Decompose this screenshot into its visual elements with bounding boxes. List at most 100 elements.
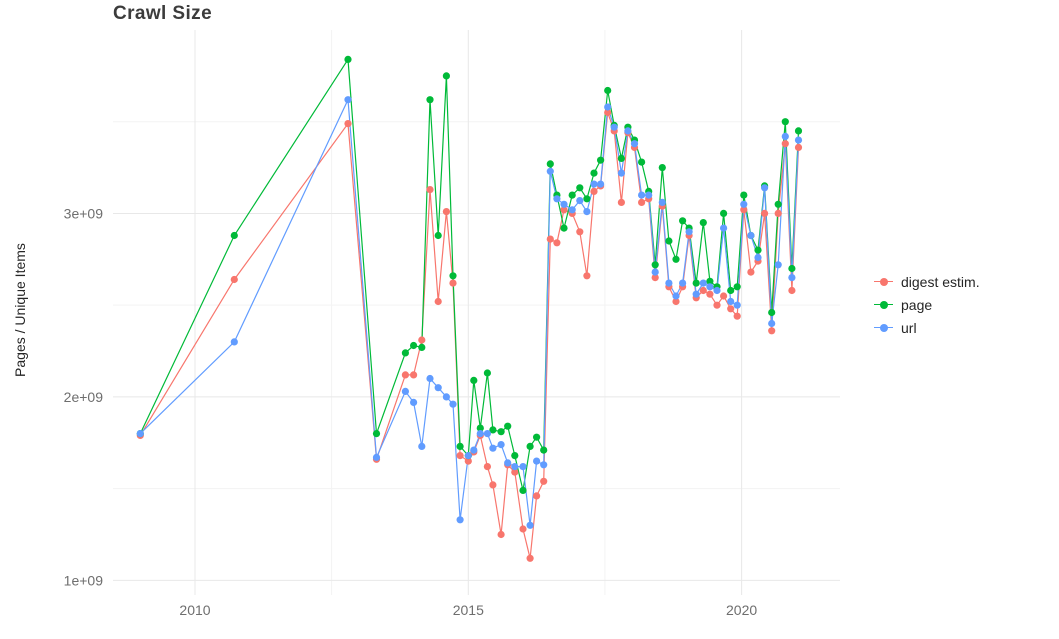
- data-point: [604, 103, 612, 111]
- data-point: [706, 290, 714, 298]
- data-point: [418, 442, 426, 450]
- data-point: [546, 167, 554, 175]
- legend: digest estim. page url: [874, 273, 980, 336]
- data-point: [546, 235, 554, 243]
- data-point: [672, 297, 680, 306]
- data-point: [781, 140, 789, 148]
- data-point: [410, 371, 418, 379]
- data-point: [489, 481, 497, 489]
- data-point: [470, 376, 478, 384]
- data-point: [638, 191, 646, 199]
- data-point: [344, 120, 352, 128]
- data-point: [679, 279, 687, 287]
- data-point: [540, 446, 548, 454]
- x-tick-label: 2015: [453, 602, 484, 618]
- data-point: [727, 286, 735, 295]
- data-point: [604, 86, 612, 95]
- data-point: [519, 486, 527, 494]
- data-point: [590, 180, 598, 188]
- data-point: [604, 108, 612, 117]
- data-point: [706, 283, 714, 291]
- data-point: [519, 463, 527, 471]
- data-point: [401, 371, 409, 379]
- data-point: [434, 384, 442, 392]
- data-point: [638, 158, 646, 166]
- data-point: [624, 127, 632, 135]
- data-point: [617, 198, 626, 206]
- data-point: [540, 461, 548, 469]
- data-point: [713, 286, 721, 295]
- data-point: [526, 554, 534, 562]
- data-point: [426, 374, 434, 383]
- legend-item: page: [874, 296, 980, 313]
- data-point: [434, 297, 442, 306]
- data-point: [560, 206, 568, 214]
- data-point: [576, 184, 584, 192]
- legend-label-digest: digest estim.: [901, 273, 980, 290]
- legend-item: digest estim.: [874, 273, 980, 290]
- data-point: [699, 219, 707, 227]
- data-point: [788, 286, 796, 295]
- data-point: [546, 160, 554, 168]
- data-point: [497, 441, 505, 449]
- data-point: [483, 463, 491, 471]
- legend-key: [874, 319, 893, 336]
- data-point: [470, 446, 478, 454]
- data-point: [706, 277, 714, 285]
- data-point: [442, 208, 450, 216]
- data-point: [456, 442, 464, 450]
- data-point: [568, 191, 576, 199]
- data-point: [740, 191, 748, 199]
- legend-label-page: page: [901, 296, 933, 313]
- data-point: [449, 272, 457, 280]
- data-point: [794, 127, 803, 135]
- data-point: [638, 198, 646, 206]
- x-tick-label: 2010: [179, 602, 210, 618]
- data-point: [434, 231, 442, 240]
- series-line-page: [139, 57, 800, 491]
- data-point: [754, 253, 762, 262]
- data-point: [136, 430, 144, 438]
- data-point: [511, 452, 519, 460]
- data-point: [630, 140, 639, 148]
- data-point: [230, 338, 238, 346]
- data-point: [442, 393, 450, 401]
- data-point: [774, 200, 782, 208]
- data-point: [768, 319, 776, 328]
- y-tick-label: 2e+09: [64, 389, 104, 405]
- data-point: [740, 206, 748, 214]
- data-point: [794, 136, 803, 144]
- data-point: [401, 349, 409, 357]
- data-point: [774, 261, 782, 269]
- data-point: [658, 198, 666, 206]
- data-point: [617, 169, 626, 177]
- data-point: [456, 452, 464, 460]
- data-point: [645, 191, 653, 199]
- data-point: [788, 264, 796, 273]
- data-point: [533, 457, 541, 465]
- data-point: [464, 457, 472, 465]
- data-point: [497, 530, 505, 539]
- data-point: [713, 301, 721, 309]
- data-point: [344, 96, 352, 104]
- data-point: [410, 341, 418, 350]
- data-point: [720, 209, 728, 217]
- data-point: [747, 268, 755, 276]
- data-point: [774, 209, 782, 217]
- chart-title: Crawl Size: [113, 3, 213, 24]
- data-point: [672, 255, 680, 263]
- legend-key-dot-icon: [879, 277, 888, 286]
- data-point: [720, 292, 728, 300]
- data-point: [511, 463, 519, 471]
- data-point: [768, 327, 776, 335]
- data-point: [768, 308, 776, 317]
- data-point: [590, 169, 598, 177]
- data-point: [511, 468, 519, 476]
- data-point: [344, 55, 352, 64]
- data-point: [583, 195, 591, 203]
- data-point: [526, 521, 534, 529]
- data-point: [761, 184, 769, 192]
- data-point: [576, 197, 584, 205]
- data-point: [426, 186, 434, 194]
